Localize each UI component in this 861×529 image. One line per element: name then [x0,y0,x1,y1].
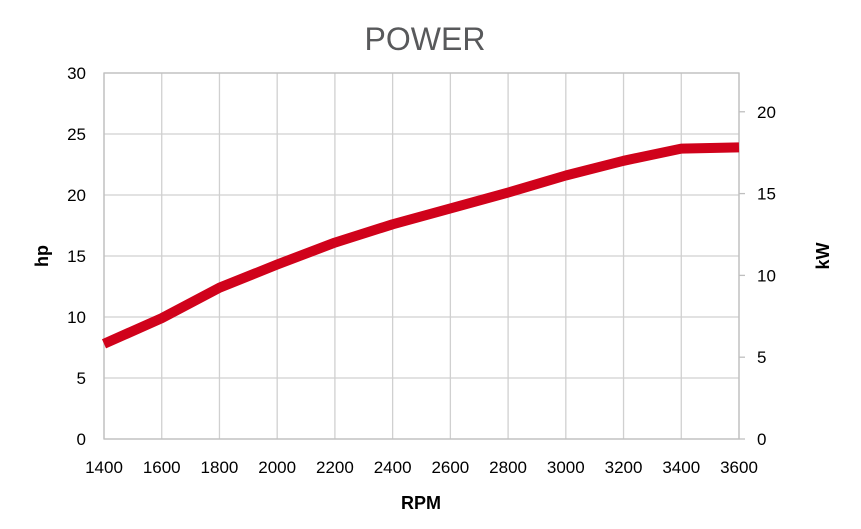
x-tick-label: 2400 [374,458,412,477]
x-tick-label: 1400 [85,458,123,477]
x-axis-label: RPM [401,493,441,513]
x-tick-label: 3200 [605,458,643,477]
x-tick-label: 3600 [720,458,758,477]
x-tick-label: 3000 [547,458,585,477]
y2-axis-label: kW [813,242,833,269]
y-axis-label: hp [32,245,52,267]
y-tick-label: 15 [67,247,86,266]
x-tick-label: 2200 [316,458,354,477]
y-tick-label: 0 [77,430,86,449]
x-tick-label: 1800 [201,458,239,477]
y-tick-label: 5 [77,369,86,388]
power-series-line [101,142,740,349]
x-tick-label: 2000 [258,458,296,477]
y2-tick-label: 10 [757,266,776,285]
y-tick-label: 25 [67,125,86,144]
y-tick-label: 10 [67,308,86,327]
ticks-layer: 1400 1600 1800 2000 2200 2400 2600 2800 3000 3200… [67,64,776,477]
y2-tick-label: 15 [757,185,776,204]
y2-tick-label: 20 [757,103,776,122]
series-layer [101,142,740,349]
y2-tick-label: 5 [757,348,766,367]
grid-layer [103,72,740,440]
x-tick-label: 1600 [143,458,181,477]
y2-tick-label: 0 [757,430,766,449]
x-tick-label: 2600 [431,458,469,477]
y-tick-label: 20 [67,186,86,205]
x-tick-label: 2800 [489,458,527,477]
chart-title: POWER [365,21,486,57]
y-tick-label: 30 [67,64,86,83]
x-tick-label: 3400 [662,458,700,477]
plot-frame [103,72,740,440]
